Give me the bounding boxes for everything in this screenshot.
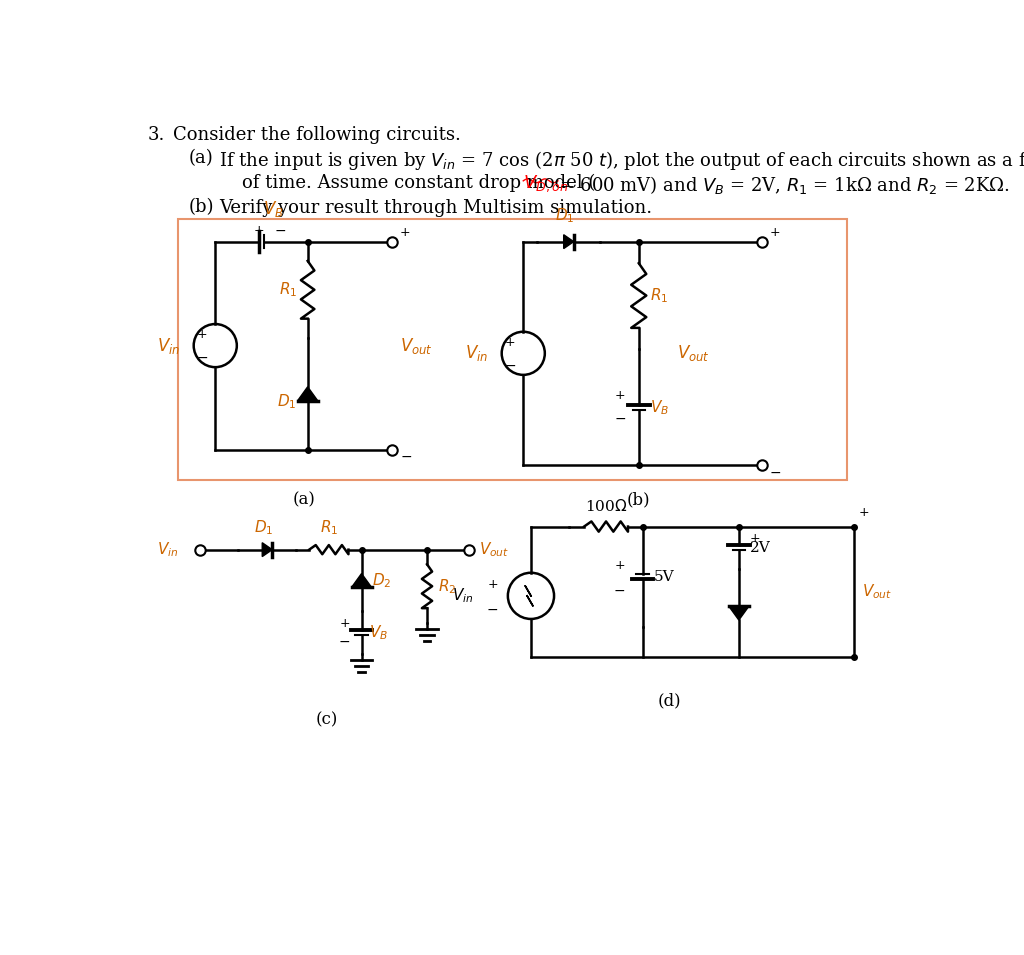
Text: $V_{in}$: $V_{in}$ bbox=[157, 541, 178, 559]
Text: +: + bbox=[858, 506, 868, 520]
Text: $R_1$: $R_1$ bbox=[649, 286, 668, 305]
Text: +: + bbox=[254, 224, 264, 238]
Text: If the input is given by $V_{in}$ = 7 cos (2$\pi$ 50 $t$), plot the output of ea: If the input is given by $V_{in}$ = 7 co… bbox=[219, 149, 1024, 172]
Text: −: − bbox=[339, 635, 350, 648]
Text: $R_1$: $R_1$ bbox=[279, 281, 297, 299]
Text: $V_{in}$: $V_{in}$ bbox=[466, 343, 488, 363]
Text: +: + bbox=[339, 617, 350, 629]
Text: $V_B$: $V_B$ bbox=[649, 398, 669, 416]
Text: (b): (b) bbox=[188, 199, 214, 217]
Text: +: + bbox=[750, 532, 760, 545]
Text: Consider the following circuits.: Consider the following circuits. bbox=[173, 126, 461, 144]
Text: 3.: 3. bbox=[147, 126, 165, 144]
Text: $D_2$: $D_2$ bbox=[373, 571, 392, 590]
Text: $D_1$: $D_1$ bbox=[555, 206, 574, 224]
Text: +: + bbox=[615, 389, 626, 402]
Polygon shape bbox=[351, 574, 372, 587]
Text: $\it{V}_{D,on}$: $\it{V}_{D,on}$ bbox=[523, 174, 568, 195]
Text: +: + bbox=[487, 578, 498, 591]
Text: (a): (a) bbox=[293, 491, 315, 508]
Polygon shape bbox=[262, 542, 272, 557]
Text: 5V: 5V bbox=[653, 569, 674, 584]
Text: $V_{out}$: $V_{out}$ bbox=[677, 343, 710, 363]
Text: $V_B$: $V_B$ bbox=[370, 623, 388, 642]
Text: of time. Assume constant drop model (: of time. Assume constant drop model ( bbox=[243, 174, 596, 192]
Text: −: − bbox=[400, 450, 412, 464]
Text: $V_{in}$: $V_{in}$ bbox=[158, 335, 180, 355]
Text: (a): (a) bbox=[188, 149, 213, 167]
Polygon shape bbox=[563, 235, 573, 248]
Text: −: − bbox=[486, 603, 499, 617]
Text: −: − bbox=[505, 359, 516, 372]
Text: +: + bbox=[770, 226, 780, 239]
Text: = 600 mV) and $V_B$ = 2V, $R_1$ = 1kΩ and $R_2$ = 2KΩ.: = 600 mV) and $V_B$ = 2V, $R_1$ = 1kΩ an… bbox=[559, 174, 1011, 196]
Text: $R_2$: $R_2$ bbox=[438, 577, 456, 596]
Text: (d): (d) bbox=[657, 692, 681, 710]
Polygon shape bbox=[729, 606, 749, 620]
Text: +: + bbox=[400, 226, 411, 239]
Text: $D_1$: $D_1$ bbox=[278, 393, 297, 411]
Text: $V_{out}$: $V_{out}$ bbox=[478, 541, 509, 559]
Text: $V_{in}$: $V_{in}$ bbox=[452, 586, 473, 605]
Text: −: − bbox=[197, 350, 208, 365]
Text: −: − bbox=[274, 223, 287, 238]
Text: +: + bbox=[614, 559, 625, 571]
Text: $R_1$: $R_1$ bbox=[319, 519, 338, 538]
Text: $V_B$: $V_B$ bbox=[263, 199, 284, 219]
Polygon shape bbox=[298, 387, 317, 401]
Text: (b): (b) bbox=[627, 491, 650, 508]
Text: (c): (c) bbox=[315, 711, 338, 729]
Text: $D_1$: $D_1$ bbox=[254, 519, 273, 538]
Text: 100$\Omega$: 100$\Omega$ bbox=[585, 499, 627, 514]
Text: +: + bbox=[505, 336, 515, 349]
Text: −: − bbox=[770, 466, 781, 479]
Text: $V_{out}$: $V_{out}$ bbox=[400, 335, 433, 355]
Bar bbox=[178, 219, 847, 480]
Text: 2V: 2V bbox=[750, 541, 770, 555]
Text: −: − bbox=[613, 584, 626, 598]
Text: $V_{out}$: $V_{out}$ bbox=[862, 583, 892, 602]
Text: +: + bbox=[197, 329, 208, 341]
Text: −: − bbox=[614, 412, 626, 426]
Text: Verify your result through Multisim simulation.: Verify your result through Multisim simu… bbox=[219, 199, 652, 217]
